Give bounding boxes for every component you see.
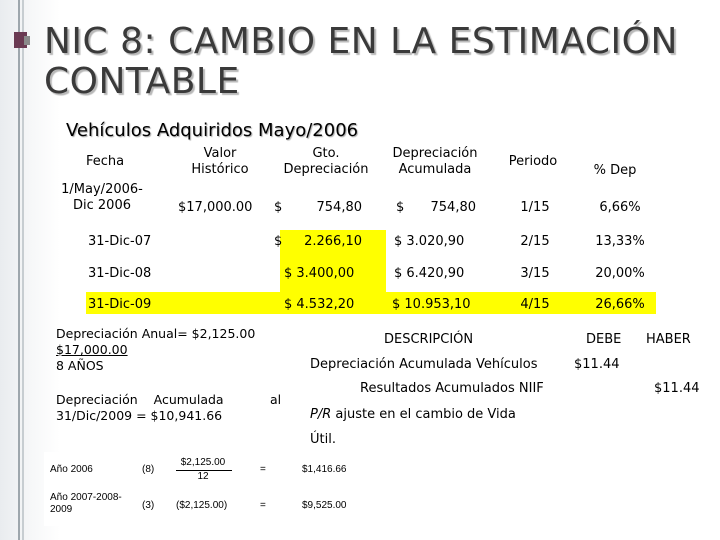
- left-rule-inner: [22, 0, 24, 540]
- note-dep-anual-l2: $17,000.00: [56, 342, 128, 357]
- header-pct-dep: % Dep: [593, 163, 637, 178]
- row1-pct: 6,66%: [599, 200, 641, 215]
- journal-line3-text: ajuste en el cambio de Vida: [331, 407, 516, 422]
- row4-acum: $ 10.953,10: [392, 297, 471, 312]
- note-dep-acum-al: al: [270, 392, 282, 407]
- calc-row1-eq: =: [260, 464, 266, 475]
- note-depreciacion-acumulada: Depreciación Acumulada 31/Dic/2009 = $10…: [56, 392, 286, 424]
- calc-table: Año 2006 (8) $2,125.00 12 = $1,416.66 Añ…: [44, 452, 366, 526]
- journal-line3: P/R ajuste en el cambio de Vida: [310, 407, 516, 423]
- title-marker: [14, 32, 27, 48]
- header-gto-depreciacion-l1: Gto.: [312, 146, 340, 161]
- calc-row1-result: $1,416.66: [302, 464, 347, 475]
- row2-acum: $ 3.020,90: [394, 234, 465, 249]
- header-fecha: Fecha: [85, 154, 125, 169]
- row2-periodo: 2/15: [520, 234, 550, 249]
- note-dep-acum-l1: Depreciación Acumulada: [56, 392, 224, 407]
- slide-title-line2: CONTABLE: [44, 61, 240, 102]
- calc-row2-val: ($2,125.00): [176, 500, 228, 511]
- left-rule: [18, 0, 20, 540]
- row3-fecha: 31-Dic-08: [88, 266, 152, 281]
- highlight-dep-cell: [280, 230, 386, 292]
- slide-title: NIC 8: CAMBIO EN LA ESTIMACIÓN CONTABLE: [44, 22, 678, 102]
- row3-gto: $ 3.400,00: [284, 266, 355, 281]
- row3-periodo: 3/15: [520, 266, 550, 281]
- calc-row1-paren: (8): [142, 464, 155, 475]
- calc-row2-label: Año 2007-2008- 2009: [50, 492, 122, 516]
- row4-gto: $ 4.532,20: [284, 297, 355, 312]
- journal-line4: Útil.: [310, 432, 336, 447]
- header-dep-acumulada-l2: Acumulada: [398, 162, 472, 177]
- row1-valor: $17,000.00: [178, 200, 253, 215]
- row1-fecha: 1/May/2006- Dic 2006: [52, 182, 152, 214]
- row4-fecha: 31-Dic-09: [88, 297, 152, 312]
- row1-acum: 754,80: [430, 200, 477, 215]
- row1-periodo: 1/15: [520, 200, 550, 215]
- calc-row1-fraction-bar: [176, 470, 232, 471]
- journal-desc-header: DESCRIPCIÓN: [384, 332, 474, 347]
- journal-line2-haber: $11.44: [654, 381, 700, 396]
- note-dep-acum-l2: 31/Dic/2009 = $10,941.66: [56, 408, 223, 423]
- note-dep-anual-l1: Depreciación Anual= $2,125.00: [56, 326, 256, 341]
- journal-line1: Depreciación Acumulada Vehículos: [310, 357, 538, 372]
- header-valor-historico-l1: Valor: [203, 146, 237, 161]
- calc-row2-label-l1: Año 2007-2008-: [50, 492, 122, 503]
- row2-gto-sym: $: [274, 234, 283, 249]
- row1-gto-sym: $: [274, 200, 283, 215]
- row1-fecha-l1: 1/May/2006-: [61, 182, 143, 197]
- calc-row2-result: $9,525.00: [302, 500, 347, 511]
- header-valor-historico: Valor Histórico: [170, 146, 270, 178]
- row1-gto: 754,80: [316, 200, 363, 215]
- row4-pct: 26,66%: [595, 297, 645, 312]
- header-valor-historico-l2: Histórico: [191, 162, 249, 177]
- calc-row2-eq: =: [260, 500, 266, 511]
- row2-pct: 13,33%: [595, 234, 645, 249]
- journal-haber-header: HABER: [646, 332, 691, 347]
- slide-subtitle: Vehículos Adquiridos Mayo/2006: [66, 120, 359, 141]
- calc-row1-num: $2,125.00: [180, 457, 226, 468]
- slide-title-line1: NIC 8: CAMBIO EN LA ESTIMACIÓN: [44, 21, 678, 62]
- row4-periodo: 4/15: [520, 297, 550, 312]
- note-depreciacion-anual: Depreciación Anual= $2,125.00 $17,000.00…: [56, 326, 255, 374]
- calc-row2-paren: (3): [142, 500, 155, 511]
- header-gto-depreciacion-l2: Depreciación: [283, 162, 369, 177]
- header-dep-acumulada-l1: Depreciación: [392, 146, 478, 161]
- row3-acum: $ 6.420,90: [394, 266, 465, 281]
- header-depreciacion-acumulada: Depreciación Acumulada: [380, 146, 490, 178]
- calc-row1-den: 12: [197, 471, 209, 482]
- row1-fecha-l2: Dic 2006: [73, 198, 131, 213]
- note-dep-anual-l3: 8 AÑOS: [56, 358, 104, 373]
- journal-line2: Resultados Acumulados NIIF: [360, 381, 544, 396]
- header-periodo: Periodo: [508, 154, 558, 169]
- row3-pct: 20,00%: [595, 266, 645, 281]
- journal-debe-header: DEBE: [586, 332, 622, 347]
- row1-acum-sym: $: [396, 200, 405, 215]
- row2-gto: 2.266,10: [304, 234, 362, 249]
- journal-line1-debe: $11.44: [574, 357, 620, 372]
- header-gto-depreciacion: Gto. Depreciación: [266, 146, 386, 178]
- title-marker-accent: [24, 36, 30, 45]
- row2-fecha: 31-Dic-07: [88, 234, 152, 249]
- highlight-row-2009: [86, 292, 656, 314]
- calc-row1-label: Año 2006: [50, 464, 93, 475]
- journal-line3-prefix: P/R: [310, 407, 332, 422]
- calc-row2-label-l2: 2009: [50, 504, 73, 515]
